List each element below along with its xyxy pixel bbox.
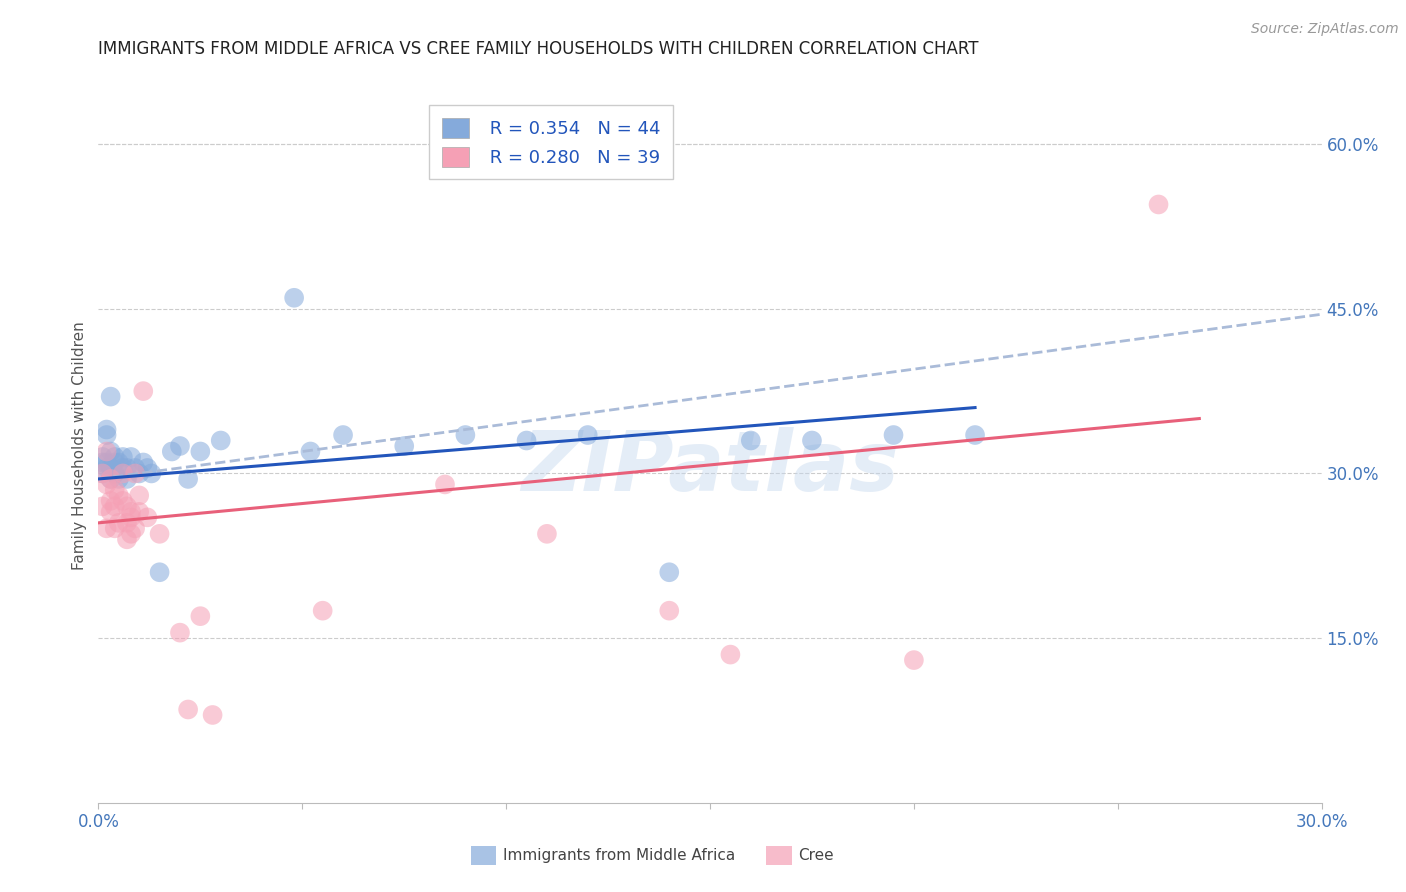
Point	[149, 566, 172, 580]
Point	[209, 434, 232, 448]
Point	[120, 526, 142, 541]
Point	[177, 472, 200, 486]
Point	[188, 609, 212, 624]
Text: Immigrants from Middle Africa: Immigrants from Middle Africa	[503, 848, 735, 863]
Point	[132, 384, 155, 398]
Point	[188, 444, 212, 458]
Point	[96, 461, 118, 475]
Point	[536, 526, 558, 541]
Point	[177, 702, 200, 716]
Point	[115, 461, 138, 475]
Point	[104, 483, 127, 497]
Point	[100, 494, 122, 508]
Point	[108, 488, 131, 502]
Text: Source: ZipAtlas.com: Source: ZipAtlas.com	[1251, 22, 1399, 37]
Point	[312, 604, 335, 618]
Point	[120, 505, 142, 519]
Point	[169, 439, 191, 453]
Point	[434, 477, 457, 491]
Point	[299, 444, 322, 458]
Point	[100, 390, 122, 404]
Text: ZIPatlas: ZIPatlas	[522, 427, 898, 508]
Point	[120, 510, 142, 524]
Point	[720, 648, 742, 662]
Point	[658, 566, 681, 580]
Point	[160, 444, 183, 458]
Point	[91, 467, 114, 481]
Point	[91, 455, 114, 469]
Point	[201, 708, 224, 723]
Point	[136, 461, 159, 475]
Point	[104, 467, 127, 481]
Point	[965, 428, 987, 442]
Point	[903, 653, 925, 667]
Point	[108, 472, 131, 486]
Point	[100, 461, 122, 475]
Point	[91, 500, 114, 514]
Point	[111, 461, 134, 475]
Point	[516, 434, 538, 448]
Point	[392, 439, 416, 453]
Point	[149, 526, 172, 541]
Point	[104, 450, 127, 464]
Point	[96, 428, 118, 442]
Point	[115, 472, 138, 486]
Point	[883, 428, 905, 442]
Point	[96, 477, 118, 491]
Text: Cree: Cree	[799, 848, 834, 863]
Point	[104, 521, 127, 535]
Point	[1147, 197, 1170, 211]
Point	[100, 444, 122, 458]
Point	[91, 467, 114, 481]
Point	[141, 467, 163, 481]
Point	[128, 505, 150, 519]
Point	[108, 455, 131, 469]
Point	[576, 428, 599, 442]
FancyBboxPatch shape	[766, 846, 792, 865]
Text: IMMIGRANTS FROM MIDDLE AFRICA VS CREE FAMILY HOUSEHOLDS WITH CHILDREN CORRELATIO: IMMIGRANTS FROM MIDDLE AFRICA VS CREE FA…	[98, 40, 979, 58]
Point	[96, 444, 118, 458]
Point	[124, 521, 146, 535]
Point	[332, 428, 354, 442]
Point	[283, 291, 305, 305]
Point	[115, 533, 138, 547]
Point	[124, 467, 146, 481]
Point	[111, 467, 134, 481]
Point	[91, 450, 114, 464]
Point	[136, 510, 159, 524]
Point	[169, 625, 191, 640]
Point	[96, 455, 118, 469]
Point	[801, 434, 824, 448]
Point	[104, 500, 127, 514]
FancyBboxPatch shape	[471, 846, 496, 865]
Point	[454, 428, 477, 442]
Point	[132, 455, 155, 469]
Point	[111, 494, 134, 508]
Point	[111, 450, 134, 464]
Y-axis label: Family Households with Children: Family Households with Children	[72, 322, 87, 570]
Point	[100, 472, 122, 486]
Point	[96, 521, 118, 535]
Point	[104, 455, 127, 469]
Point	[658, 604, 681, 618]
Point	[96, 423, 118, 437]
Point	[100, 505, 122, 519]
Point	[108, 516, 131, 530]
Point	[120, 450, 142, 464]
Point	[124, 461, 146, 475]
Point	[100, 472, 122, 486]
Point	[740, 434, 762, 448]
Point	[128, 467, 150, 481]
Legend:  R = 0.354   N = 44,  R = 0.280   N = 39: R = 0.354 N = 44, R = 0.280 N = 39	[429, 105, 672, 179]
Point	[128, 488, 150, 502]
Point	[115, 516, 138, 530]
Point	[115, 500, 138, 514]
